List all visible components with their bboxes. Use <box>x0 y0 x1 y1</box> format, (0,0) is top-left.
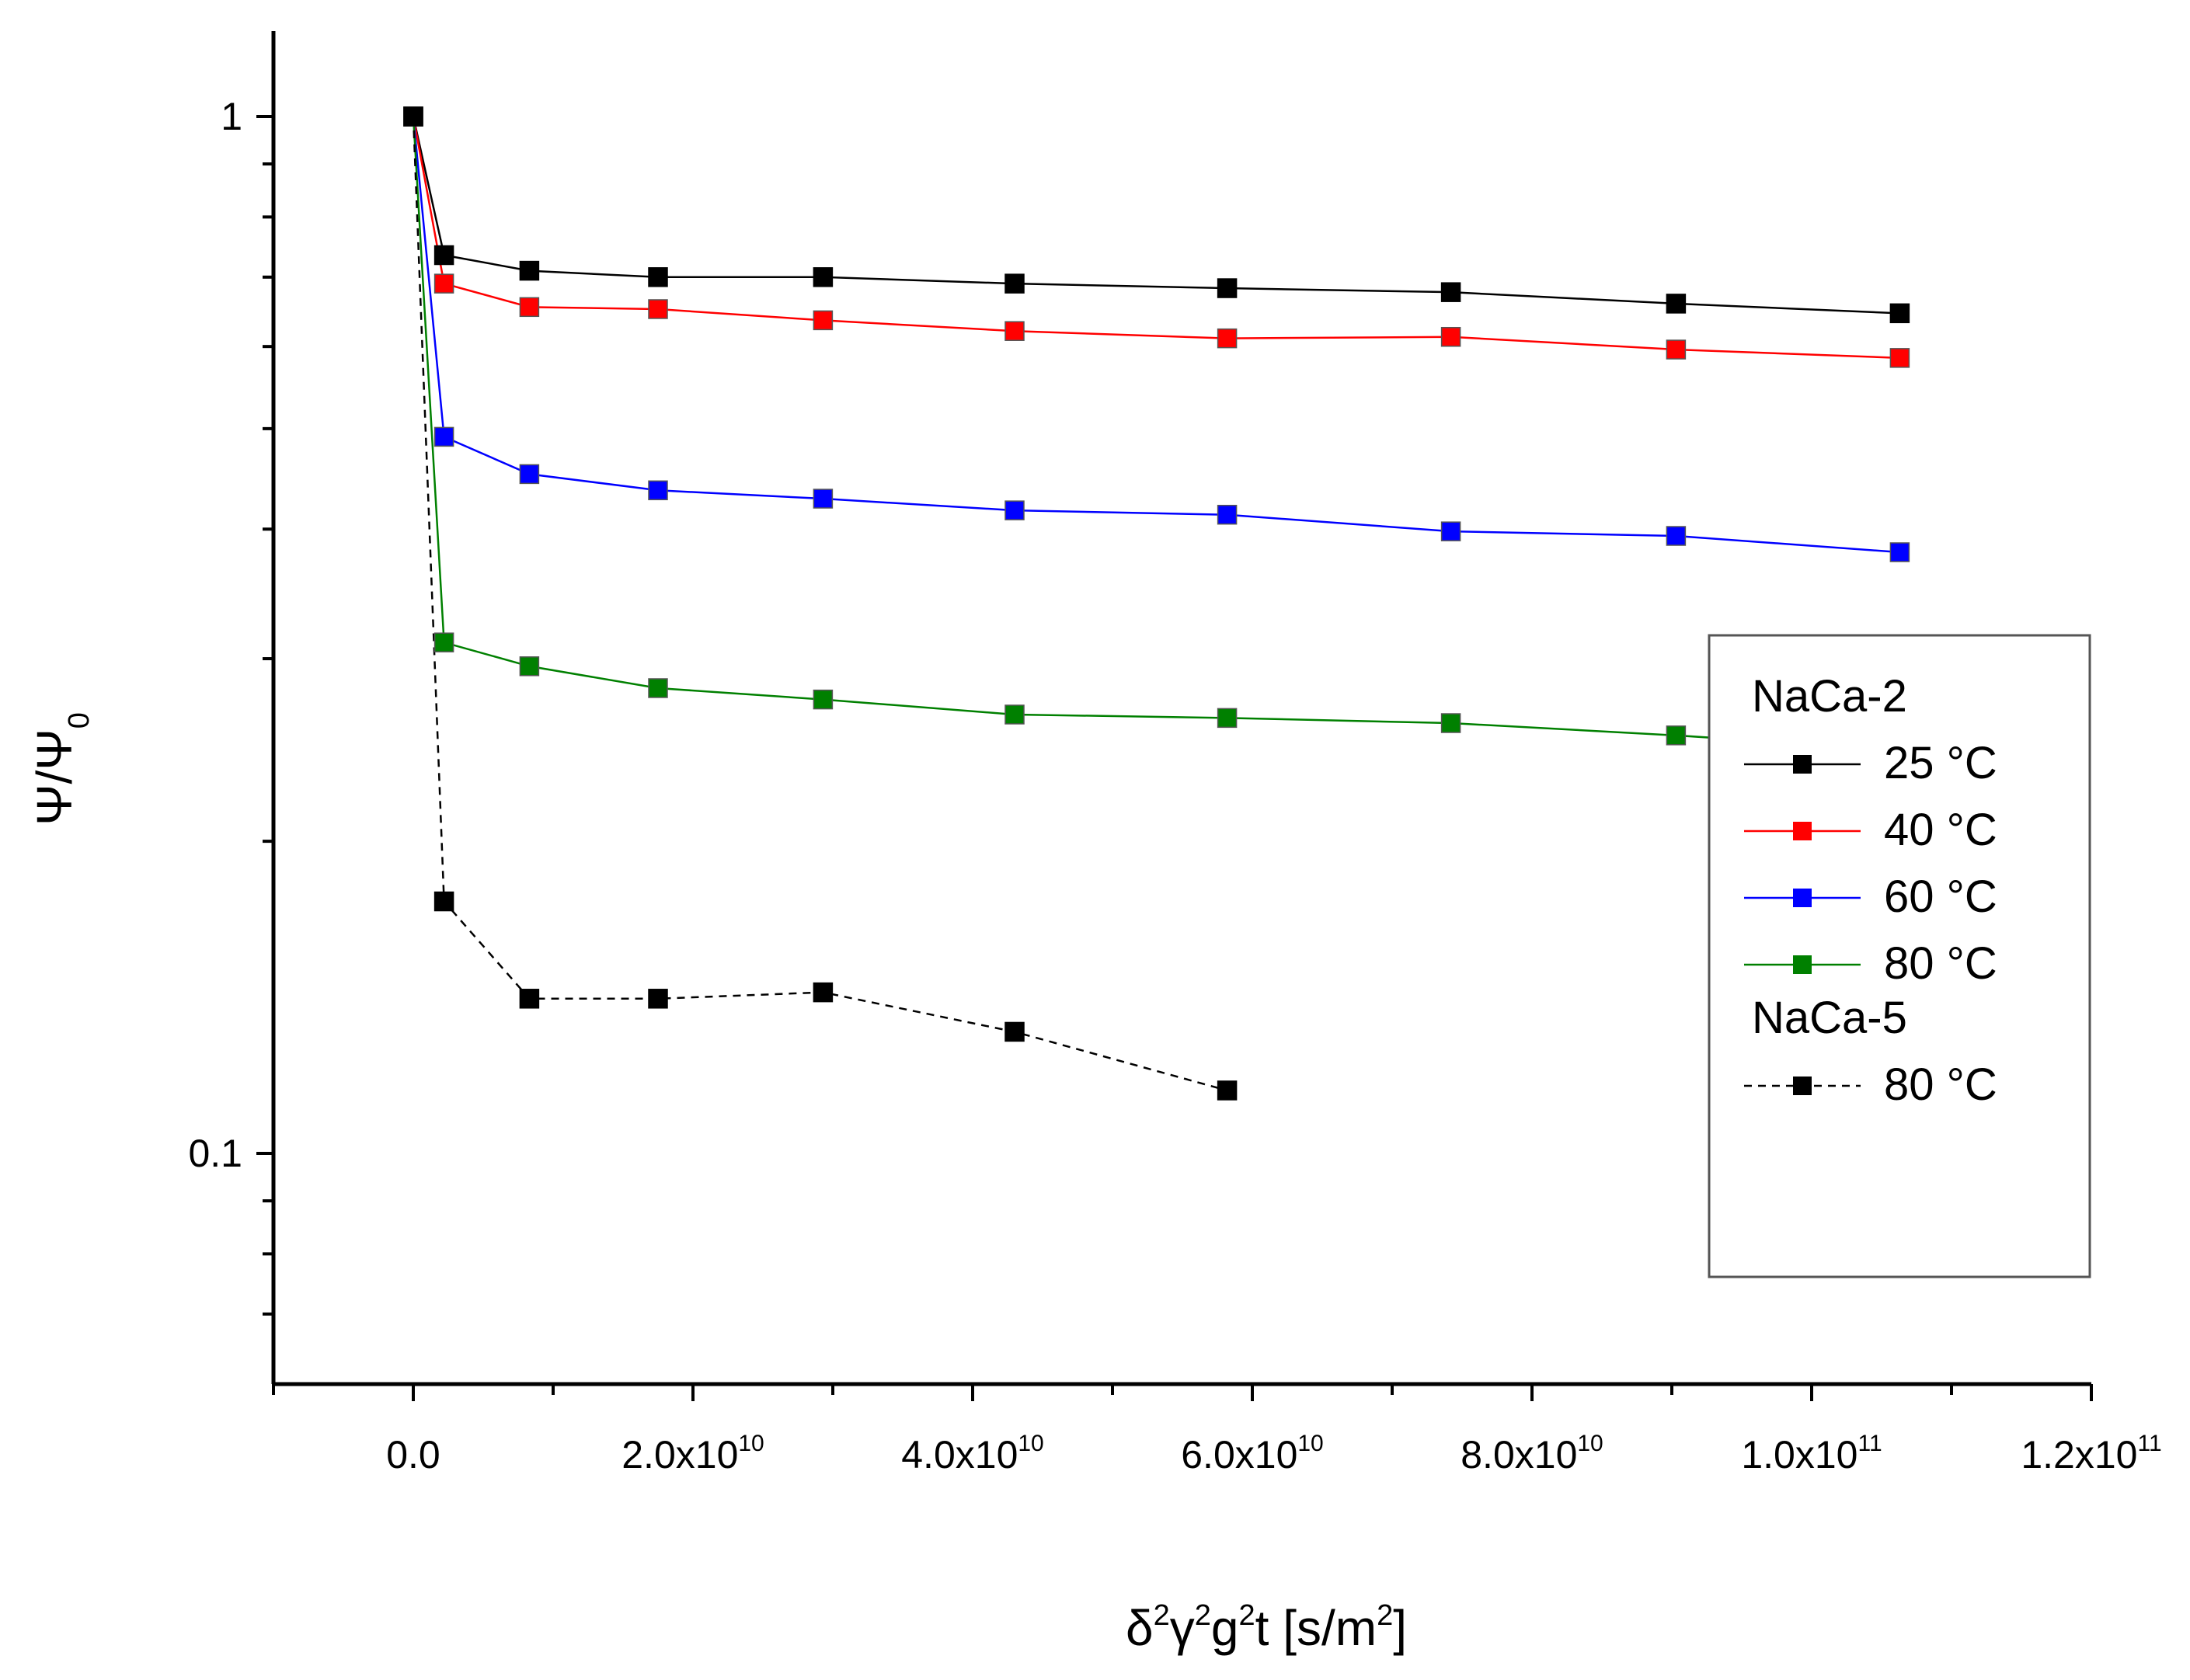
data-point <box>1666 725 1687 746</box>
data-point <box>1889 348 1910 368</box>
data-point <box>648 989 668 1009</box>
data-point <box>1440 713 1461 733</box>
data-point <box>813 267 834 287</box>
x-tick-exponent: 10 <box>1018 1431 1043 1456</box>
legend-group-title: NaCa-5 <box>1752 993 1907 1043</box>
legend-label: 25 °C <box>1884 738 1997 788</box>
data-point <box>1004 704 1025 725</box>
data-point <box>1666 526 1687 546</box>
data-point <box>813 982 834 1003</box>
x-tick-mantissa: 8.0x10 <box>1461 1433 1577 1477</box>
data-point <box>1004 273 1025 294</box>
legend-label: 40 °C <box>1884 805 1997 855</box>
axes: 0.0 2.0x1010 4.0x1010 6.0x1010 8.0x1010 1.0x1… <box>26 31 2162 1656</box>
legend-label: 80 °C <box>1884 1059 1997 1110</box>
x-axis-title-sup: 2 <box>1377 1599 1393 1632</box>
x-tick-mantissa: 2.0x10 <box>621 1433 738 1477</box>
data-point <box>648 299 668 319</box>
data-point <box>433 426 454 447</box>
x-axis-title-part: γ <box>1170 1600 1195 1656</box>
y-axis-title-main: Ψ/Ψ <box>26 729 82 826</box>
x-tick-label: 4.0x1010 <box>901 1431 1044 1477</box>
legend-group-title: NaCa-2 <box>1752 671 1907 722</box>
x-tick-exponent: 11 <box>1857 1431 1882 1456</box>
x-tick-exponent: 10 <box>1297 1431 1323 1456</box>
x-tick-mantissa: 4.0x10 <box>901 1433 1018 1477</box>
data-point <box>519 656 540 677</box>
y-tick-label: 0.1 <box>188 1132 242 1175</box>
x-tick-exponent: 10 <box>738 1431 764 1456</box>
series-layer <box>403 106 1910 1101</box>
data-point <box>433 273 454 294</box>
data-point <box>1889 303 1910 324</box>
x-axis-title-part: ] <box>1393 1600 1407 1656</box>
y-axis-title: Ψ/Ψ0 <box>26 712 96 826</box>
data-point <box>1217 708 1238 729</box>
legend-marker <box>1793 1077 1812 1095</box>
data-point <box>648 678 668 698</box>
x-axis-title: δ2γ2g2t [s/m2] <box>1126 1599 1407 1656</box>
x-tick-label: 6.0x1010 <box>1181 1431 1324 1477</box>
data-point <box>433 632 454 652</box>
x-axis-title-sup: 2 <box>1239 1599 1255 1632</box>
data-point <box>1217 1080 1238 1101</box>
x-tick-label: 1.0x1011 <box>1741 1431 1882 1477</box>
x-tick-mantissa: 6.0x10 <box>1181 1433 1297 1477</box>
series-line <box>412 116 1900 751</box>
data-point <box>813 310 834 331</box>
data-point <box>1004 500 1025 520</box>
y-tick-label: 1 <box>221 95 242 138</box>
data-point <box>648 480 668 501</box>
data-point <box>433 245 454 266</box>
y-axis-title-sub: 0 <box>63 712 96 729</box>
x-tick-exponent: 11 <box>2137 1431 2161 1456</box>
legend-label: 80 °C <box>1884 938 1997 989</box>
data-point <box>1217 504 1238 525</box>
x-tick-mantissa: 1.0x10 <box>1741 1433 1857 1477</box>
series-line <box>412 116 1900 360</box>
legend-marker <box>1793 822 1812 840</box>
data-point <box>1440 521 1461 541</box>
data-point <box>433 891 454 912</box>
x-tick-exponent: 10 <box>1577 1431 1603 1456</box>
legend-marker <box>1793 755 1812 774</box>
data-point <box>519 464 540 485</box>
data-point <box>813 489 834 509</box>
data-point <box>648 267 668 287</box>
x-axis-title-sup: 2 <box>1195 1599 1211 1632</box>
data-point <box>1666 339 1687 360</box>
data-point <box>1440 326 1461 347</box>
data-point <box>1666 294 1687 314</box>
series-line <box>412 116 1900 554</box>
x-axis-title-sup: 2 <box>1154 1599 1170 1632</box>
data-point <box>1440 282 1461 302</box>
x-tick-label: 8.0x1010 <box>1461 1431 1603 1477</box>
x-tick-label: 2.0x1010 <box>621 1431 764 1477</box>
x-tick-label: 1.2x1011 <box>2021 1431 2161 1477</box>
data-point <box>1217 328 1238 349</box>
x-tick-mantissa: 0.0 <box>386 1433 440 1477</box>
x-axis-title-part: t [s/m <box>1255 1600 1377 1656</box>
data-point <box>1004 321 1025 341</box>
legend-marker <box>1793 889 1812 907</box>
data-point <box>1217 278 1238 298</box>
data-point <box>519 989 540 1009</box>
data-point <box>813 689 834 710</box>
legend-box <box>1708 634 2091 1278</box>
x-tick-mantissa: 1.2x10 <box>2021 1433 2137 1477</box>
legend-label: 60 °C <box>1884 871 1997 922</box>
x-axis-title-part: g <box>1211 1600 1239 1656</box>
data-point <box>519 260 540 281</box>
data-point <box>519 297 540 318</box>
data-point <box>403 106 423 127</box>
legend-marker <box>1793 955 1812 974</box>
data-point <box>1004 1021 1025 1042</box>
x-tick-label: 0.0 <box>386 1433 440 1477</box>
x-axis-title-part: δ <box>1126 1600 1154 1656</box>
series-line <box>412 116 1900 315</box>
data-point <box>1889 542 1910 562</box>
